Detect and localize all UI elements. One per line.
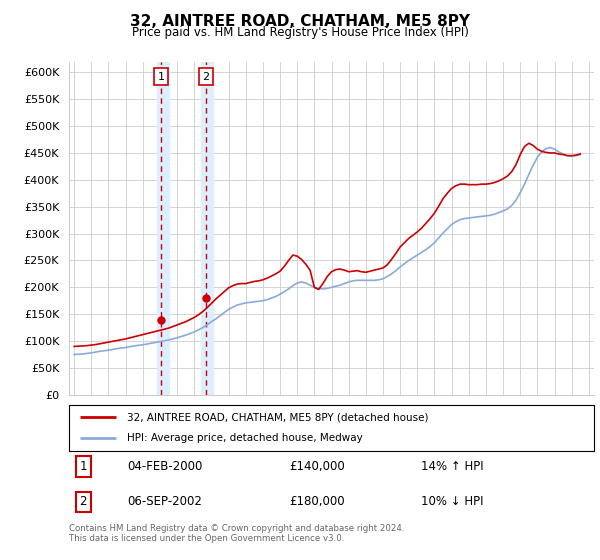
- Text: 1: 1: [158, 72, 165, 82]
- Bar: [201, 62, 213, 395]
- Text: 04-FEB-2000: 04-FEB-2000: [127, 460, 202, 473]
- Text: 1: 1: [79, 460, 87, 473]
- Text: £180,000: £180,000: [290, 496, 345, 508]
- Text: 2: 2: [202, 72, 209, 82]
- Text: 14% ↑ HPI: 14% ↑ HPI: [421, 460, 484, 473]
- Text: 06-SEP-2002: 06-SEP-2002: [127, 496, 202, 508]
- Text: 32, AINTREE ROAD, CHATHAM, ME5 8PY: 32, AINTREE ROAD, CHATHAM, ME5 8PY: [130, 14, 470, 29]
- FancyBboxPatch shape: [69, 405, 594, 451]
- Text: 2: 2: [79, 496, 87, 508]
- Text: 10% ↓ HPI: 10% ↓ HPI: [421, 496, 483, 508]
- Text: Price paid vs. HM Land Registry's House Price Index (HPI): Price paid vs. HM Land Registry's House …: [131, 26, 469, 39]
- Text: 32, AINTREE ROAD, CHATHAM, ME5 8PY (detached house): 32, AINTREE ROAD, CHATHAM, ME5 8PY (deta…: [127, 412, 428, 422]
- Text: £140,000: £140,000: [290, 460, 345, 473]
- Text: HPI: Average price, detached house, Medway: HPI: Average price, detached house, Medw…: [127, 433, 362, 444]
- Text: Contains HM Land Registry data © Crown copyright and database right 2024.
This d: Contains HM Land Registry data © Crown c…: [69, 524, 404, 543]
- Bar: [157, 62, 169, 395]
